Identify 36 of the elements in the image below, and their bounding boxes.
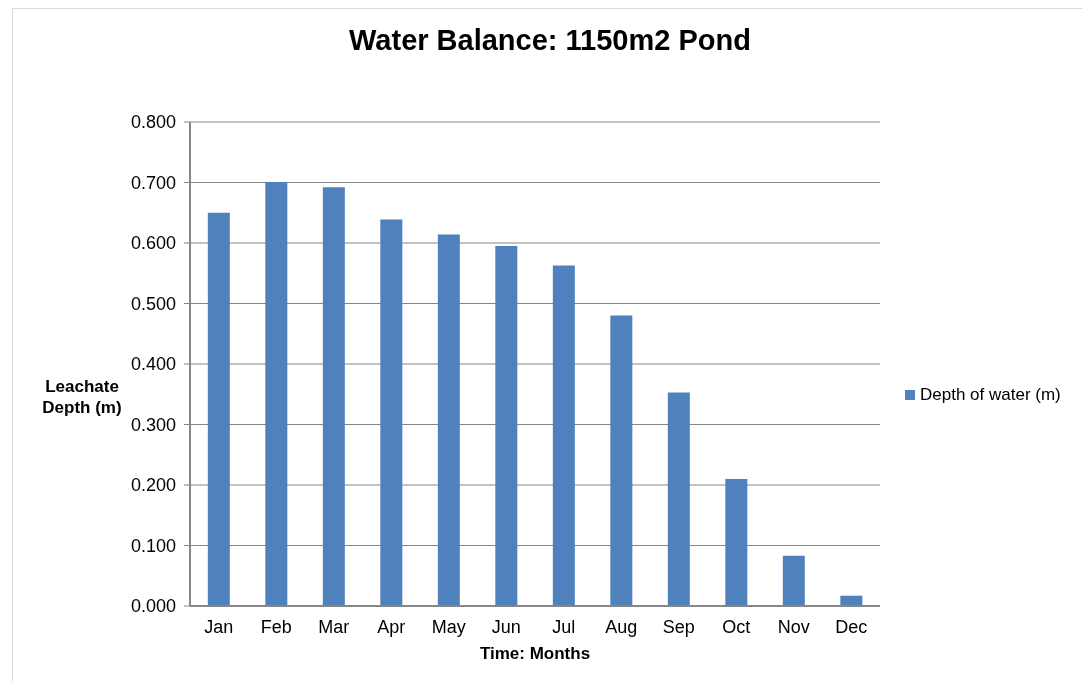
x-tick-label: May (431, 616, 466, 637)
bar (610, 315, 633, 606)
x-tick-label: Jun (491, 616, 521, 637)
x-tick-label: Nov (777, 616, 810, 637)
y-axis-title: Leachate Depth (m) (42, 377, 122, 417)
x-tick-label: Apr (377, 616, 406, 637)
x-tick-label: Aug (605, 616, 638, 637)
bar (322, 187, 345, 606)
x-tick-label: Oct (722, 616, 751, 637)
bar (207, 212, 230, 606)
y-tick-label: 0.800 (130, 112, 176, 133)
x-tick-label: Jan (204, 616, 234, 637)
x-tick-label: Jul (552, 616, 576, 637)
y-tick-label: 0.500 (130, 293, 176, 314)
bar (725, 478, 748, 606)
y-tick-label: 0.400 (130, 354, 176, 375)
chart-title: Water Balance: 1150m2 Pond (348, 24, 752, 57)
y-tick-label: 0.000 (130, 596, 176, 617)
y-tick-label: 0.300 (130, 414, 176, 435)
y-tick-label: 0.200 (130, 475, 176, 496)
bar (667, 392, 690, 606)
x-axis-title: Time: Months (478, 644, 592, 664)
bar (380, 219, 403, 606)
y-tick-label: 0.100 (130, 535, 176, 556)
x-tick-label: Sep (662, 616, 695, 637)
y-tick-label: 0.600 (130, 233, 176, 254)
bar (265, 181, 288, 606)
x-tick-label: Feb (260, 616, 292, 637)
bar (495, 246, 518, 606)
bar (782, 555, 805, 606)
legend-label: Depth of water (m) (920, 384, 1061, 406)
bar (437, 234, 460, 606)
y-tick-label: 0.700 (130, 172, 176, 193)
bar (552, 265, 575, 606)
x-tick-label: Mar (318, 616, 350, 637)
x-tick-label: Dec (835, 616, 868, 637)
